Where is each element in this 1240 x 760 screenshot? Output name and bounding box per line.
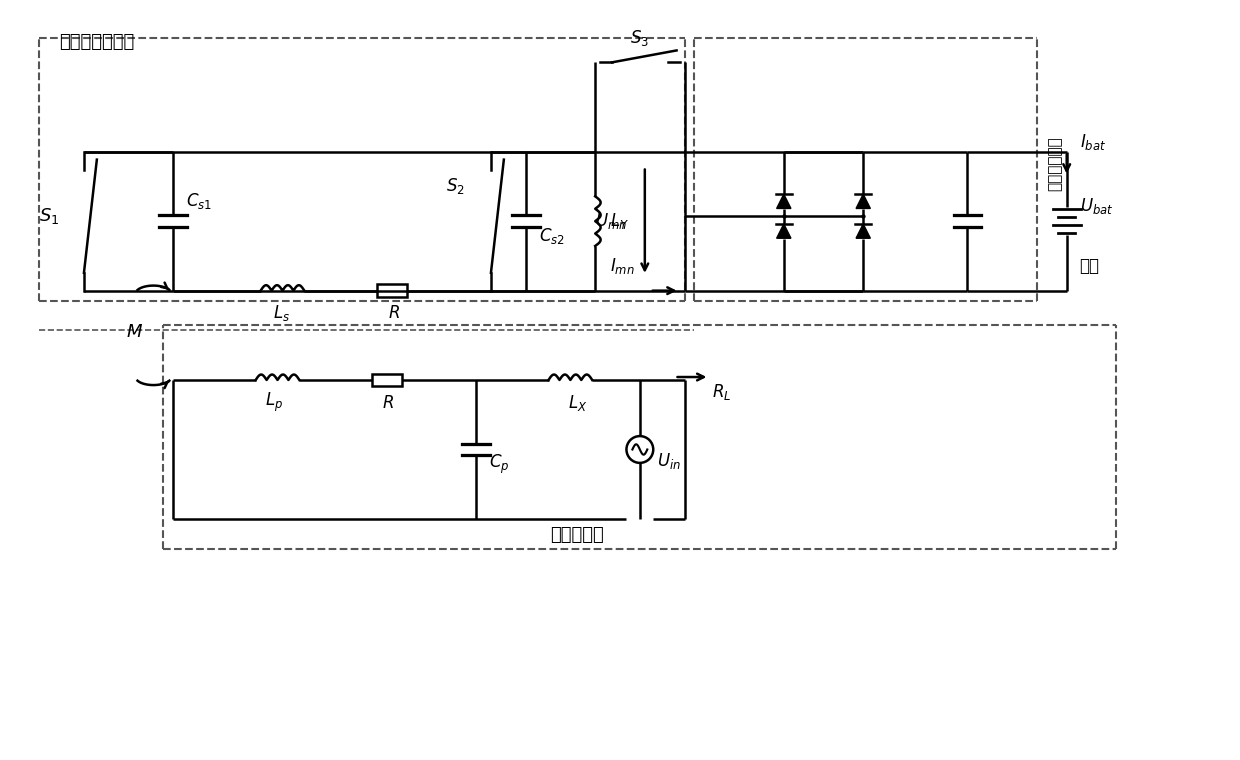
Polygon shape bbox=[856, 194, 870, 208]
Text: $R_L$: $R_L$ bbox=[712, 382, 732, 402]
Polygon shape bbox=[776, 194, 791, 208]
Text: $S_3$: $S_3$ bbox=[630, 27, 649, 48]
Bar bbox=[377, 284, 407, 297]
Text: 初级侧电路: 初级侧电路 bbox=[551, 526, 604, 544]
Text: $U_{in}$: $U_{in}$ bbox=[657, 451, 681, 471]
Text: 次级侧开关电路: 次级侧开关电路 bbox=[60, 33, 134, 51]
Text: $L_s$: $L_s$ bbox=[273, 303, 290, 324]
Text: $C_{s1}$: $C_{s1}$ bbox=[186, 192, 212, 211]
Bar bbox=[372, 374, 402, 386]
Text: $M$: $M$ bbox=[126, 323, 144, 341]
Polygon shape bbox=[776, 224, 791, 238]
Text: $C_{s2}$: $C_{s2}$ bbox=[538, 226, 564, 246]
Text: $S_1$: $S_1$ bbox=[40, 206, 60, 226]
Text: $R$: $R$ bbox=[382, 394, 394, 412]
Text: $L_Y$: $L_Y$ bbox=[610, 211, 629, 231]
Text: $C_p$: $C_p$ bbox=[489, 453, 510, 476]
Text: $U_{bat}$: $U_{bat}$ bbox=[1080, 196, 1114, 217]
Text: $R$: $R$ bbox=[388, 305, 399, 322]
Text: $S_2$: $S_2$ bbox=[446, 176, 465, 196]
Text: $L_p$: $L_p$ bbox=[264, 391, 283, 414]
Text: $I_{mn}$: $I_{mn}$ bbox=[610, 256, 635, 276]
Text: 电池: 电池 bbox=[1080, 257, 1100, 275]
Text: $I_{bat}$: $I_{bat}$ bbox=[1080, 131, 1106, 152]
Text: 整流稳压电路: 整流稳压电路 bbox=[1048, 137, 1063, 192]
Text: $U_{mn}$: $U_{mn}$ bbox=[595, 211, 627, 231]
Polygon shape bbox=[856, 224, 870, 238]
Text: $L_X$: $L_X$ bbox=[568, 393, 588, 413]
